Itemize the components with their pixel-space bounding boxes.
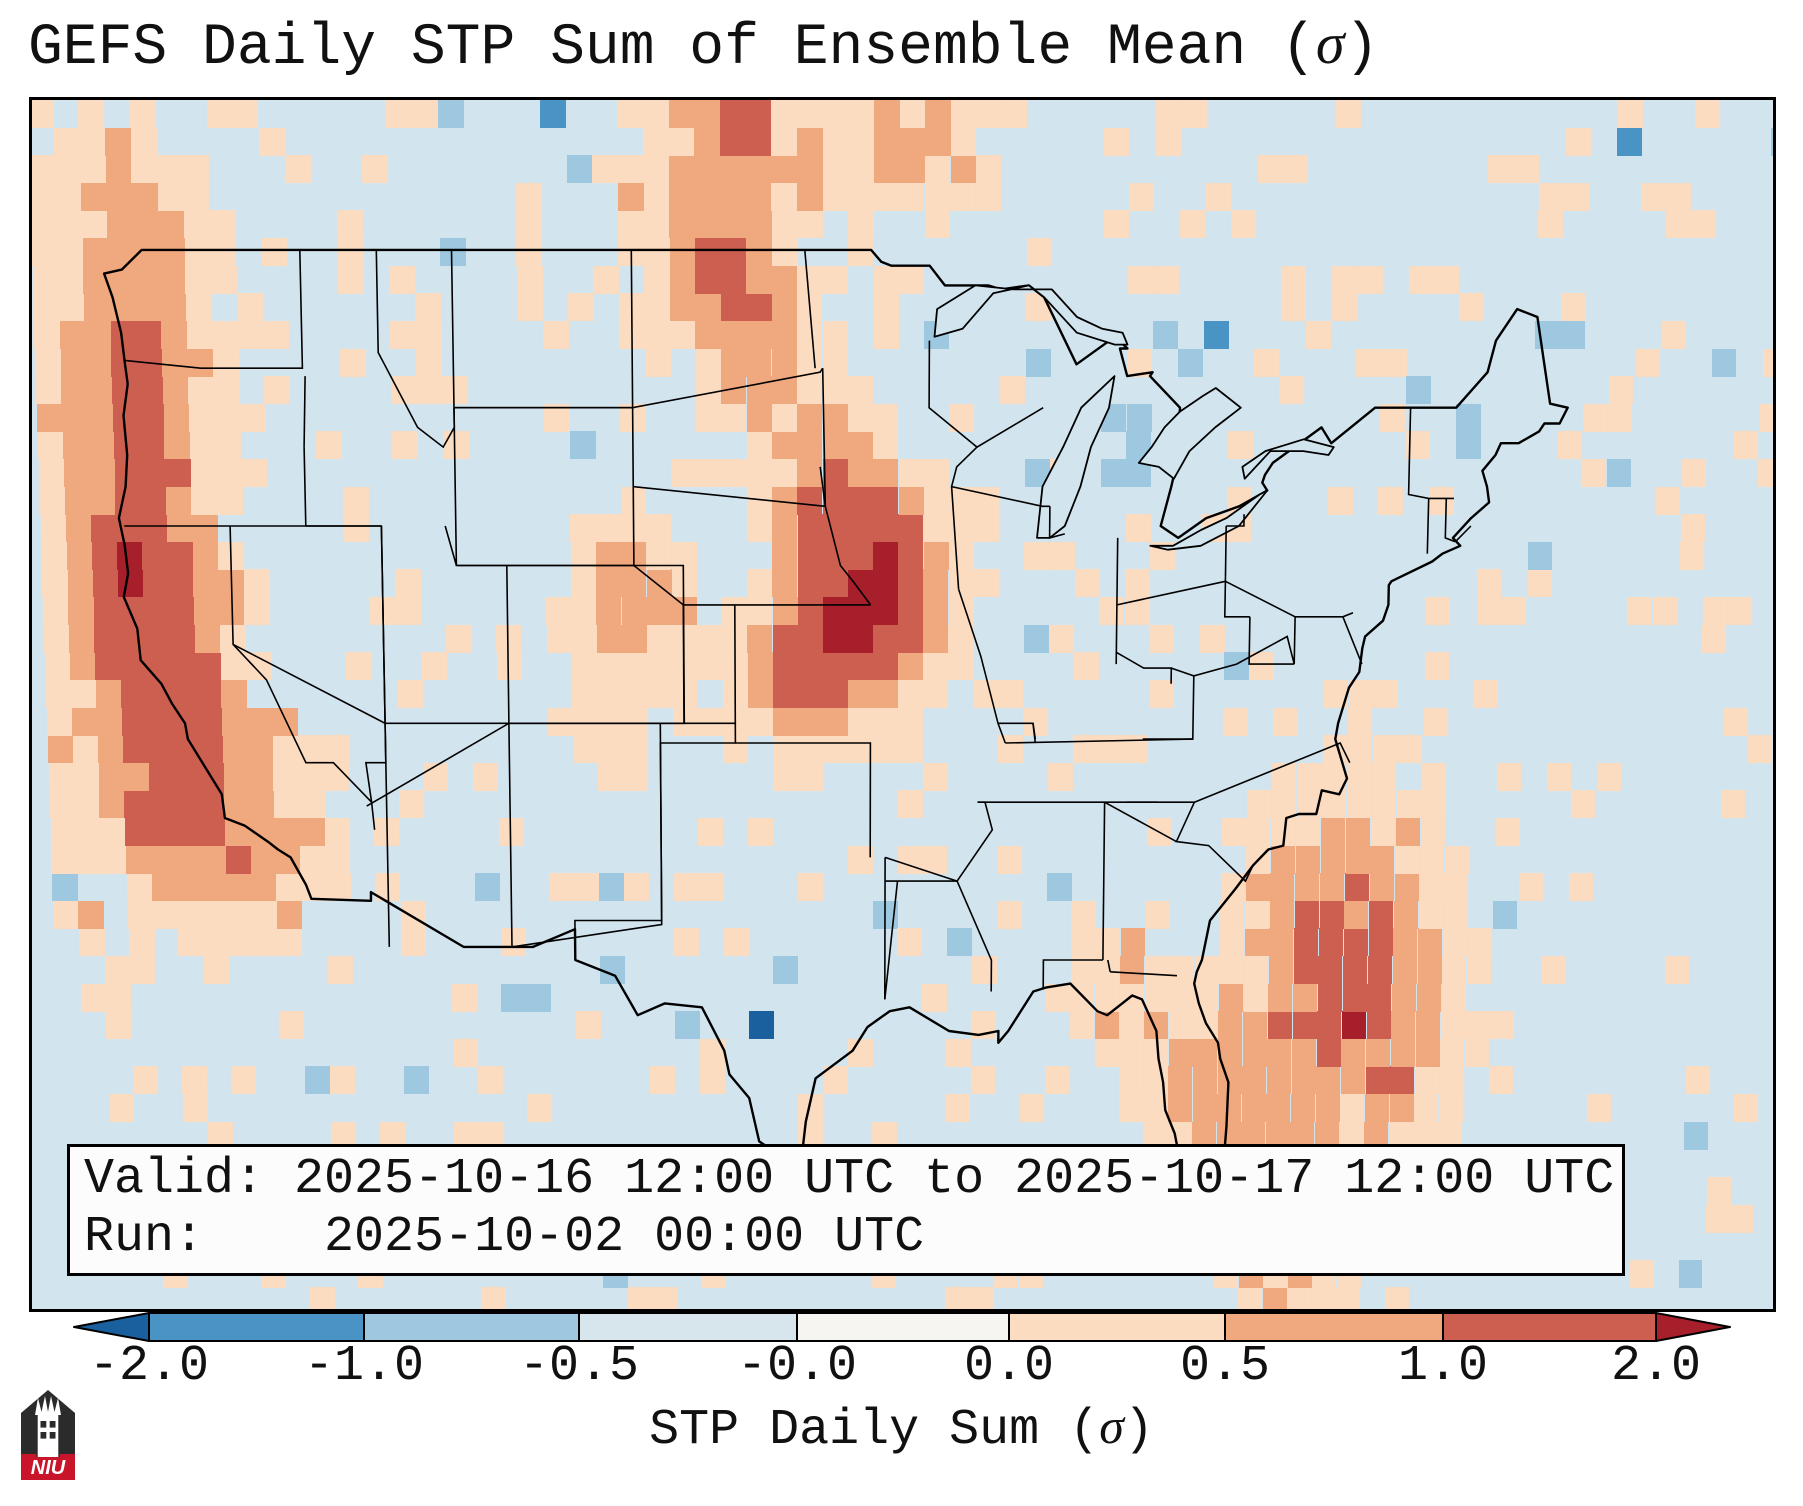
svg-text:NIU: NIU — [31, 1457, 66, 1479]
